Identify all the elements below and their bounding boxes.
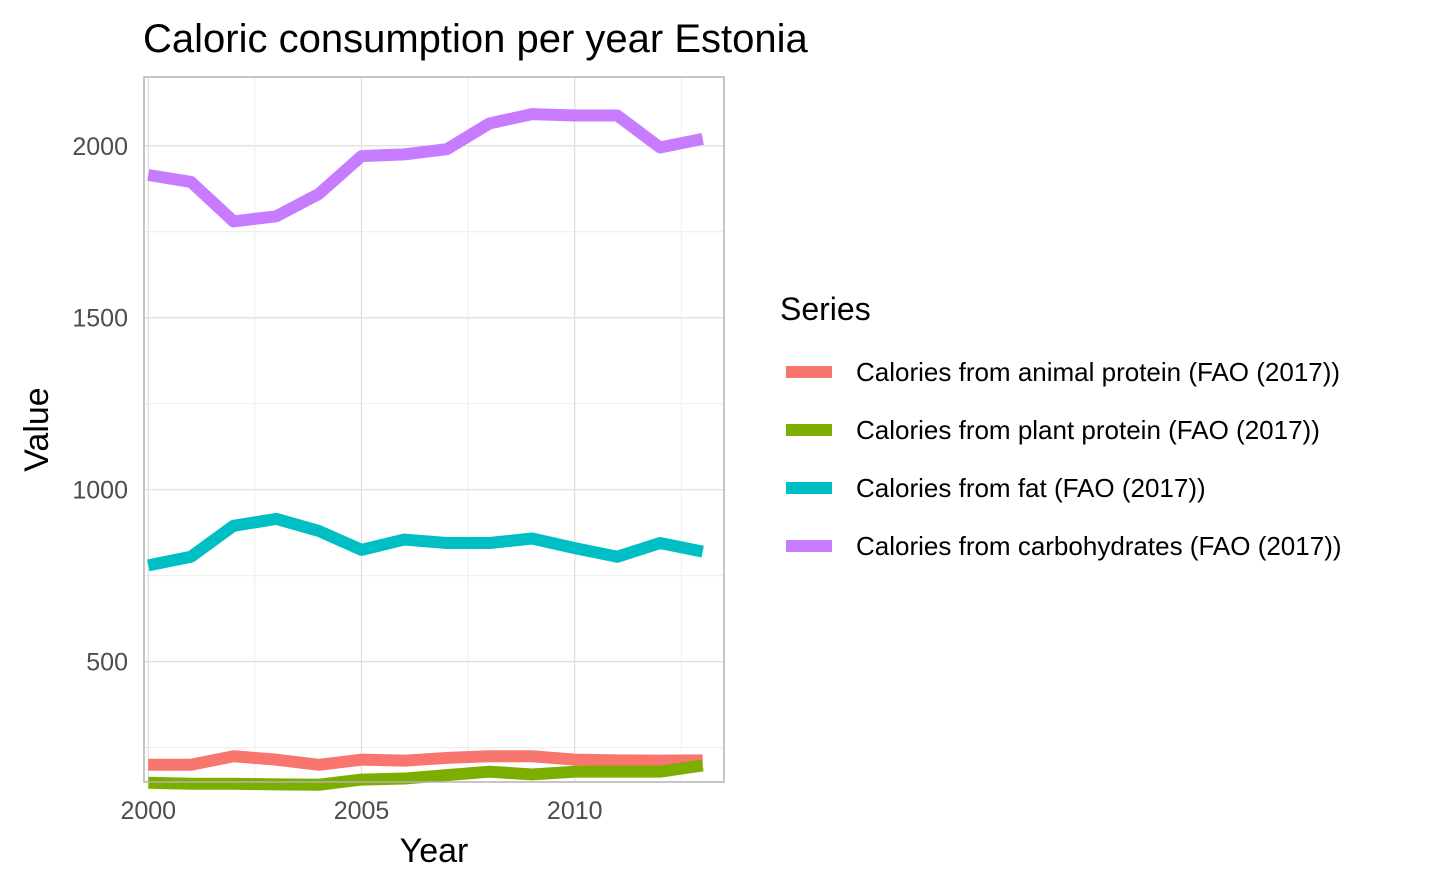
x-tick-label: 2010 <box>547 797 603 825</box>
x-tick-label: 2000 <box>120 797 176 825</box>
x-tick-label: 2005 <box>334 797 390 825</box>
series-line-4 <box>147 108 704 228</box>
chart-title: Caloric consumption per year Estonia <box>143 17 809 61</box>
x-axis-ticks: 2000 2005 2010 <box>120 797 602 825</box>
grid <box>144 77 724 782</box>
y-tick-label: 1500 <box>72 305 128 333</box>
y-tick-label: 2000 <box>72 133 128 161</box>
legend-label: Calories from animal protein (FAO (2017)… <box>856 357 1340 387</box>
series-line-1 <box>148 750 703 771</box>
legend-swatch <box>786 424 832 436</box>
y-tick-label: 500 <box>86 649 128 677</box>
legend-label: Calories from plant protein (FAO (2017)) <box>856 415 1320 445</box>
legend-label: Calories from fat (FAO (2017)) <box>856 473 1206 503</box>
legend-swatch <box>786 482 832 494</box>
legend-swatch <box>786 366 832 378</box>
legend: Series Calories from animal protein (FAO… <box>780 291 1342 561</box>
y-axis-title: Value <box>18 387 56 471</box>
legend-swatch <box>786 540 832 552</box>
legend-items: Calories from animal protein (FAO (2017)… <box>786 357 1342 561</box>
series-lines <box>147 108 704 791</box>
series-line-3 <box>147 512 704 572</box>
legend-label: Calories from carbohydrates (FAO (2017)) <box>856 531 1342 561</box>
legend-title: Series <box>780 291 871 327</box>
y-axis-ticks: 500 1000 1500 2000 <box>72 133 128 677</box>
plot-border <box>143 76 725 783</box>
series-line-2 <box>148 759 704 791</box>
x-axis-title: Year <box>400 832 469 870</box>
y-tick-label: 1000 <box>72 477 128 505</box>
